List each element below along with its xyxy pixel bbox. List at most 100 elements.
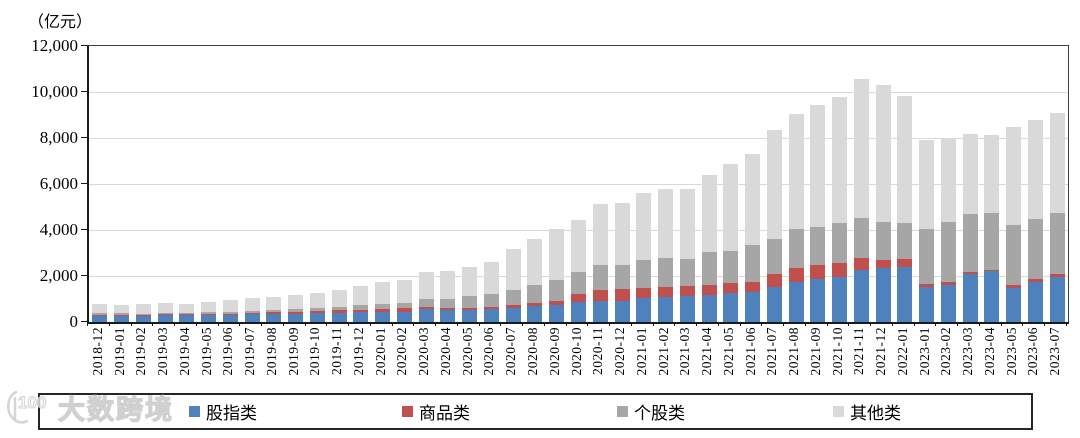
bar-segment <box>1027 119 1043 220</box>
bar-segment <box>1049 212 1065 275</box>
y-axis-tick <box>81 183 87 184</box>
bar-segment <box>418 271 434 300</box>
x-axis-label: 2021-02 <box>655 327 671 376</box>
bar-segment <box>636 260 652 288</box>
bar-segment <box>832 96 848 224</box>
x-axis-label: 2019-03 <box>155 327 171 376</box>
x-axis-label: 2019-04 <box>176 327 192 376</box>
bar-segment <box>288 311 304 314</box>
bar-segment <box>897 258 913 268</box>
bar-group <box>723 163 739 322</box>
bar-segment <box>940 285 956 322</box>
bar-segment <box>375 312 391 322</box>
bar-segment <box>679 286 695 297</box>
bar-segment <box>701 295 717 322</box>
x-axis-label: 2021-10 <box>829 327 845 376</box>
gridline <box>89 138 1068 139</box>
bar-segment <box>527 303 543 307</box>
x-axis-label: 2022-01 <box>894 327 910 376</box>
bar-segment <box>919 283 935 288</box>
bar-segment <box>135 315 151 317</box>
x-axis-tick <box>195 322 197 326</box>
x-axis-label: 2021-08 <box>786 327 802 376</box>
y-axis-tick-label: 12,000 <box>31 36 78 55</box>
x-axis-tick <box>304 322 306 326</box>
bar-segment <box>440 270 456 299</box>
x-axis-tick <box>435 322 437 326</box>
bar-segment <box>832 262 848 277</box>
bar-segment <box>810 226 826 265</box>
bar-segment <box>222 300 238 312</box>
bar-segment <box>375 309 391 312</box>
x-axis-label: 2020-11 <box>590 327 606 375</box>
bar-segment <box>875 221 891 261</box>
legend-label: 个股类 <box>634 404 685 423</box>
bar-segment <box>679 296 695 322</box>
bar-segment <box>1006 288 1022 322</box>
y-axis-unit-label: （亿元） <box>28 14 93 31</box>
x-axis-label: 2019-06 <box>220 327 236 376</box>
bar-segment <box>636 193 652 261</box>
bar-segment <box>135 304 151 314</box>
bar-segment <box>157 303 173 314</box>
bar-segment <box>658 286 674 297</box>
bar-segment <box>396 303 412 309</box>
x-axis-tick <box>587 322 589 326</box>
bar-segment <box>614 301 630 322</box>
bar-segment <box>201 313 217 315</box>
bar-segment <box>331 290 347 307</box>
bar-segment <box>592 265 608 291</box>
y-axis-tick <box>81 137 87 138</box>
legend-swatch-icon <box>402 406 413 417</box>
bar-group <box>222 300 238 322</box>
bar-segment <box>984 270 1000 272</box>
bar-segment <box>1049 113 1065 213</box>
y-axis-tick <box>81 321 87 322</box>
x-axis-tick <box>282 322 284 326</box>
x-axis-tick <box>1044 322 1046 326</box>
bar-segment <box>832 276 848 322</box>
bar-segment <box>418 309 434 322</box>
x-axis-tick <box>217 322 219 326</box>
x-axis-label: 2021-09 <box>807 327 823 376</box>
y-axis-tick-label: 0 <box>69 312 79 331</box>
bar-group <box>549 229 565 322</box>
bar-segment <box>396 280 412 304</box>
bar-segment <box>636 297 652 322</box>
x-axis-tick <box>456 322 458 326</box>
x-axis-tick <box>739 322 741 326</box>
x-axis-label: 2019-12 <box>350 327 366 376</box>
bar-segment <box>853 258 869 271</box>
bar-group <box>679 188 695 322</box>
bar-segment <box>462 307 478 310</box>
bar-segment <box>745 281 761 293</box>
x-axis-label: 2021-05 <box>720 327 736 376</box>
bar-segment <box>92 312 108 315</box>
bar-segment <box>614 289 630 302</box>
bar-segment <box>723 282 739 294</box>
legend-swatch-icon <box>617 406 628 417</box>
bar-segment <box>375 304 391 310</box>
bar-segment <box>462 309 478 322</box>
x-axis-tick <box>978 322 980 326</box>
x-axis-tick <box>848 322 850 326</box>
bar-group <box>701 174 717 322</box>
bar-segment <box>897 96 913 224</box>
x-axis-tick <box>543 322 545 326</box>
bar-segment <box>462 266 478 297</box>
bar-segment <box>353 305 369 310</box>
bar-segment <box>266 296 282 310</box>
bar-group <box>940 138 956 322</box>
bar-segment <box>658 257 674 287</box>
bar-segment <box>309 311 325 314</box>
x-axis-tick <box>913 322 915 326</box>
bar-segment <box>853 270 869 322</box>
bar-group <box>919 139 935 322</box>
bar-segment <box>222 313 238 315</box>
bar-segment <box>266 309 282 313</box>
bar-segment <box>1006 127 1022 226</box>
bar-segment <box>962 273 978 322</box>
legend-box: 股指类 商品类 个股类 其他类 <box>38 393 1033 430</box>
bar-segment <box>766 129 782 240</box>
